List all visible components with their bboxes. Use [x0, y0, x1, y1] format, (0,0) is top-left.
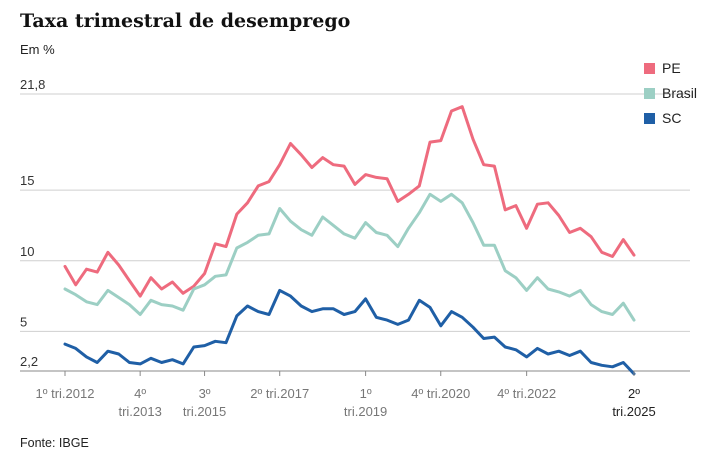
legend-label: PE: [662, 60, 681, 76]
legend: PE Brasil SC: [644, 60, 697, 126]
x-axis-ticks: 1º tri.2012 4º tri.2013 3º tri.2015 2º tri.20…: [36, 371, 656, 419]
x-tick-label: 3º: [199, 386, 211, 401]
series-line-pe: [63, 105, 636, 298]
y-axis-ticks: 2,2 5 10 15 21,8: [20, 77, 45, 369]
x-tick-label: tri.2025: [612, 404, 655, 419]
source-note: Fonte: IBGE: [20, 436, 89, 450]
x-tick-label: 4º tri.2022: [497, 386, 556, 401]
chart-title: Taxa trimestral de desemprego: [20, 10, 351, 32]
x-tick-label: 4º: [134, 386, 146, 401]
y-tick-label: 15: [20, 173, 34, 188]
legend-label: SC: [662, 110, 681, 126]
y-tick-label: 21,8: [20, 77, 45, 92]
y-tick-label: 10: [20, 244, 34, 259]
legend-label: Brasil: [662, 85, 697, 101]
y-tick-label: 5: [20, 314, 27, 329]
x-tick-label: tri.2019: [344, 404, 387, 419]
x-tick-label: 1º: [360, 386, 372, 401]
series-lines: [63, 105, 636, 376]
gridlines: [20, 93, 690, 372]
x-tick-label: 4º tri.2020: [411, 386, 470, 401]
legend-swatch-sc: [644, 113, 655, 124]
legend-swatch-pe: [644, 63, 655, 74]
x-tick-label: tri.2015: [183, 404, 226, 419]
series-line-brasil: [63, 192, 636, 322]
x-tick-label: tri.2013: [118, 404, 161, 419]
unit-label: Em %: [20, 42, 55, 57]
y-tick-label: 2,2: [20, 354, 38, 369]
legend-swatch-brasil: [644, 88, 655, 99]
x-tick-label: 2º: [628, 386, 640, 401]
x-tick-label: 1º tri.2012: [36, 386, 95, 401]
series-line-sc: [63, 288, 636, 376]
x-tick-label: 2º tri.2017: [250, 386, 309, 401]
